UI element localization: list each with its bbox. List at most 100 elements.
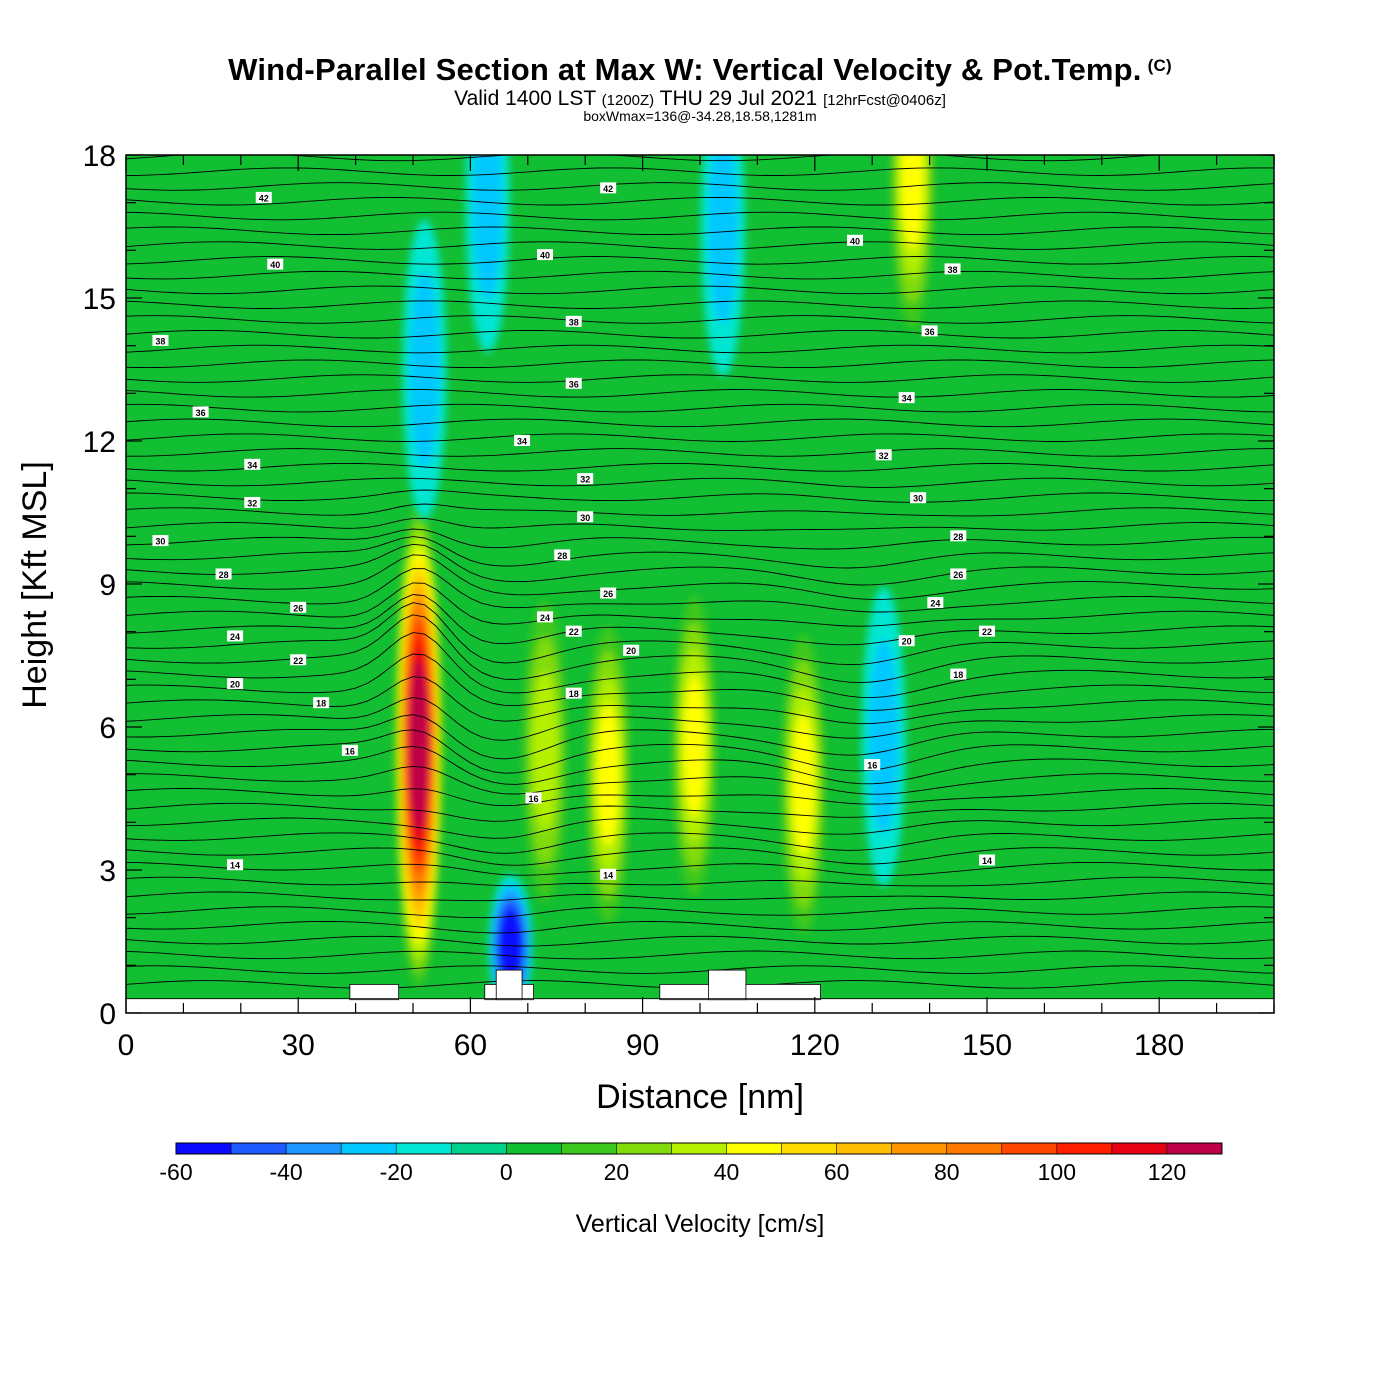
theta-contour-line xyxy=(126,167,1274,176)
contour-label: 36 xyxy=(925,327,935,337)
valid-time-line: Valid 1400 LST (1200Z) THU 29 Jul 2021 [… xyxy=(0,87,1400,111)
contour-label-bg xyxy=(950,668,967,680)
theta-contour-line xyxy=(126,433,1274,442)
theta-contour-line xyxy=(126,632,1274,699)
colorbar-swatch xyxy=(1001,1143,1058,1154)
forecast-info: [12hrFcst@0406z] xyxy=(823,92,946,109)
contour-label-bg xyxy=(864,759,881,771)
theta-contour-line xyxy=(126,182,1274,191)
colorbar-swatch xyxy=(781,1143,838,1154)
contour-label: 30 xyxy=(913,494,923,504)
colorbar-swatch xyxy=(341,1143,397,1154)
contour-label-bg xyxy=(514,435,531,446)
colorbar-tick-label: 80 xyxy=(934,1159,960,1185)
contour-label: 34 xyxy=(902,394,912,404)
chart-title: Wind-Parallel Section at Max W: Vertical… xyxy=(0,52,1400,88)
colorbar-frame xyxy=(175,1142,1223,1155)
theta-contour-line xyxy=(126,554,1274,600)
contour-label-bg xyxy=(244,496,261,508)
w-level-band xyxy=(682,674,706,818)
contour-label: 42 xyxy=(259,193,269,203)
y-tick-label: 0 xyxy=(99,998,116,1031)
y-tick-label: 12 xyxy=(83,426,116,459)
w-feature xyxy=(465,155,510,353)
contour-label-bg xyxy=(950,530,967,542)
contour-label: 40 xyxy=(270,260,280,270)
contour-label: 42 xyxy=(603,184,613,194)
theta-contour-line xyxy=(126,448,1274,457)
contour-label: 38 xyxy=(948,265,958,275)
terrain-block xyxy=(708,969,747,1001)
theta-contours xyxy=(126,155,1274,989)
w-level-band xyxy=(708,155,738,324)
contour-label: 30 xyxy=(580,513,590,523)
theta-contour-line xyxy=(126,503,1274,517)
colorbar-swatch xyxy=(231,1143,287,1154)
theta-contour-line xyxy=(126,528,1274,550)
y-tick-label: 18 xyxy=(83,140,116,173)
w-level-band xyxy=(901,155,924,251)
contour-label: 40 xyxy=(850,236,860,246)
theta-contour-line xyxy=(126,477,1274,488)
contour-label: 18 xyxy=(316,699,326,709)
theta-contour-line xyxy=(126,765,1274,795)
theta-contour-line xyxy=(126,462,1274,472)
x-tick-label: 120 xyxy=(790,1029,840,1062)
w-level-band xyxy=(472,155,503,301)
contour-label-bg xyxy=(623,644,640,656)
theta-contour-line xyxy=(126,536,1274,569)
theta-contour-line xyxy=(126,861,1274,876)
contour-label-bg xyxy=(554,549,571,561)
colorbar-tick-label: 40 xyxy=(714,1159,740,1185)
theta-contour-line xyxy=(126,582,1274,627)
theta-contour-line xyxy=(126,489,1274,503)
colorbar-swatch xyxy=(561,1143,617,1154)
contour-label-bg xyxy=(192,406,209,418)
y-tick-label: 6 xyxy=(99,712,116,745)
colorbar-tick-label: 120 xyxy=(1148,1159,1186,1185)
theta-contour-line xyxy=(126,359,1274,369)
contour-label: 14 xyxy=(982,856,992,866)
w-feature xyxy=(672,596,717,897)
contour-label-bg xyxy=(290,601,307,613)
contour-label: 24 xyxy=(540,613,550,623)
w-level-band xyxy=(596,703,620,846)
contour-label: 18 xyxy=(569,689,579,699)
w-level-band xyxy=(409,272,440,467)
contour-label-bg xyxy=(255,191,272,203)
contour-label: 22 xyxy=(293,656,303,666)
theta-contour-line xyxy=(126,315,1274,324)
colorbar-tick-label: -60 xyxy=(159,1159,192,1185)
contour-label: 18 xyxy=(953,670,963,680)
contour-label: 30 xyxy=(155,537,165,547)
theta-contour-line xyxy=(126,950,1274,960)
contour-label: 34 xyxy=(247,460,257,470)
x-tick-label: 90 xyxy=(626,1029,659,1062)
colorbar-swatch xyxy=(1056,1143,1113,1154)
contour-label: 16 xyxy=(345,746,355,756)
contour-label-bg xyxy=(927,597,944,609)
theta-contour-line xyxy=(126,788,1274,807)
w-level-band xyxy=(500,916,521,977)
y-axis-title: Height [Kft MSL] xyxy=(16,461,54,709)
y-tick-label: 3 xyxy=(99,855,116,888)
theta-contour-line xyxy=(126,226,1274,236)
theta-contour-line xyxy=(126,891,1274,902)
colorbar-swatch xyxy=(176,1143,232,1154)
contour-label-bg xyxy=(215,568,232,580)
w-feature xyxy=(890,155,935,329)
theta-contour-line xyxy=(126,614,1274,684)
colorbar-swatch xyxy=(286,1143,342,1154)
x-axis-title: Distance [nm] xyxy=(596,1078,804,1116)
theta-contour-line xyxy=(126,329,1274,339)
theta-contour-line xyxy=(126,832,1274,854)
contour-label: 32 xyxy=(247,498,257,508)
theta-contour-line xyxy=(126,256,1274,265)
theta-contour-line xyxy=(126,714,1274,760)
theta-contour-line xyxy=(126,876,1274,887)
theta-contour-line xyxy=(126,745,1274,785)
colorbar-swatch xyxy=(891,1143,948,1154)
x-tick-label: 30 xyxy=(282,1029,315,1062)
theta-contour-line xyxy=(126,817,1274,839)
